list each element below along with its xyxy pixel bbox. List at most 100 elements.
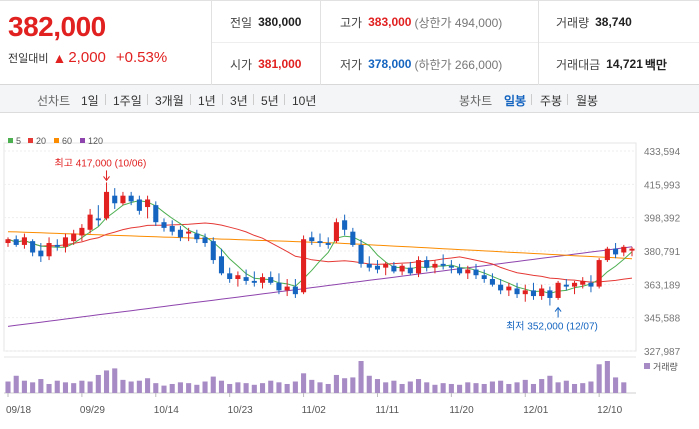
candle-body	[333, 222, 339, 242]
candle-body	[5, 239, 11, 244]
volume-bar	[13, 375, 19, 393]
volume-bar	[128, 381, 134, 393]
volume-bar	[243, 383, 249, 393]
volume-bar	[177, 382, 183, 393]
candle-body	[268, 277, 274, 283]
volume-bar	[383, 382, 389, 393]
volume-bar	[301, 373, 307, 393]
candle-body	[391, 265, 397, 272]
candle-body	[530, 290, 537, 297]
volume-bar	[259, 383, 266, 393]
x-tick-label: 09/18	[6, 405, 31, 416]
volume-bar	[169, 383, 175, 393]
prev-close-cell: 전일 380,000	[230, 1, 301, 43]
candle-body	[177, 229, 183, 238]
current-price: 382,000	[8, 11, 106, 42]
candle-body	[629, 248, 635, 251]
volume-bar	[251, 384, 257, 393]
lower-limit: (하한가 266,000)	[414, 57, 503, 72]
candle-body	[103, 191, 110, 219]
candle-body	[227, 273, 233, 280]
volume-bar	[580, 383, 586, 393]
annotation-low-arrowhead	[554, 306, 562, 312]
volume-bar	[350, 377, 356, 393]
x-tick-label: 10/23	[228, 405, 253, 416]
candle-body	[580, 280, 586, 285]
period-1w[interactable]: 1주일	[113, 94, 142, 108]
candle-daily[interactable]: 일봉	[504, 94, 527, 108]
change-row: 전일대비 ▲ 2,000 +0.53%	[8, 49, 167, 66]
candle-body	[358, 244, 364, 264]
volume-bar	[30, 382, 36, 393]
volume-bar	[62, 382, 69, 393]
candle-body	[604, 248, 610, 261]
volume-bar	[218, 380, 225, 393]
candle-body	[292, 286, 298, 295]
candle-body	[506, 286, 512, 291]
volume-legend-swatch	[644, 363, 650, 369]
period-1d[interactable]: 1일	[81, 94, 99, 108]
ma120-line	[7, 246, 633, 327]
candle-body	[571, 282, 578, 287]
volume-bar	[46, 383, 52, 393]
candle-monthly[interactable]: 월봉	[576, 94, 599, 108]
period-3m[interactable]: 3개월	[155, 94, 184, 108]
candle-body	[596, 260, 602, 287]
candle-body	[276, 282, 282, 291]
volume-bar	[309, 379, 315, 393]
candle-body	[563, 284, 569, 287]
candle-weekly[interactable]: 주봉	[540, 94, 563, 108]
volume-bar	[227, 383, 233, 393]
candle-body	[399, 265, 405, 272]
amount-value: 14,721	[606, 57, 643, 71]
high-label: 고가	[340, 15, 363, 30]
change-amount: 2,000	[68, 49, 106, 66]
volume-bar	[489, 381, 495, 393]
volume-bar	[38, 379, 44, 393]
candle-body	[13, 239, 19, 245]
change-percent: +0.53%	[115, 49, 168, 66]
candle-body	[301, 239, 307, 293]
candle-body	[71, 233, 77, 242]
quote-grid: 전일 380,000 고가 383,000 (상한가 494,000) 거래량 …	[212, 1, 699, 85]
volume-bar	[145, 378, 151, 393]
change-label: 전일대비	[8, 52, 49, 65]
volume-bar	[95, 374, 101, 393]
candle-body	[46, 243, 52, 257]
period-10y[interactable]: 10년	[292, 94, 317, 108]
candle-body	[317, 241, 323, 244]
candle-body	[457, 267, 463, 274]
volume-bar	[54, 380, 60, 393]
price-chart: 433,594 415,993 398,392 380,791 363,189 345,5…	[3, 136, 681, 416]
volume-bar	[79, 380, 85, 393]
x-tick-label: 11/11	[375, 405, 399, 416]
low-value: 378,000	[368, 57, 412, 71]
legend-swatch-120	[80, 138, 85, 143]
x-tick-label: 11/02	[302, 405, 327, 416]
candle-body	[128, 195, 134, 202]
candle-body	[112, 195, 118, 204]
volume-bar	[407, 381, 413, 393]
volume-bar	[235, 382, 241, 393]
volume-cell: 거래량 38,740	[556, 1, 632, 43]
amount-cell: 거래대금 14,721 백만	[556, 43, 667, 85]
period-3y[interactable]: 3년	[230, 94, 248, 108]
x-tick-label: 09/29	[80, 405, 105, 416]
low-cell: 저가 378,000 (하한가 266,000)	[340, 43, 502, 85]
period-1y[interactable]: 1년	[198, 94, 216, 108]
volume-bar	[530, 383, 537, 393]
candle-body	[243, 277, 249, 281]
high-value: 383,000	[368, 15, 412, 29]
volume-bar	[498, 380, 504, 393]
candle-body	[259, 277, 266, 283]
candle-body	[309, 237, 315, 242]
legend-label-120: 120	[88, 136, 103, 146]
candle-body	[498, 284, 504, 291]
candle-body	[38, 250, 44, 257]
volume-bar	[366, 375, 372, 393]
volume-bar	[596, 364, 602, 393]
high-cell: 고가 383,000 (상한가 494,000)	[340, 1, 502, 43]
volume-bar	[604, 361, 610, 393]
volume-bar	[473, 383, 479, 393]
period-5y[interactable]: 5년	[261, 94, 279, 108]
